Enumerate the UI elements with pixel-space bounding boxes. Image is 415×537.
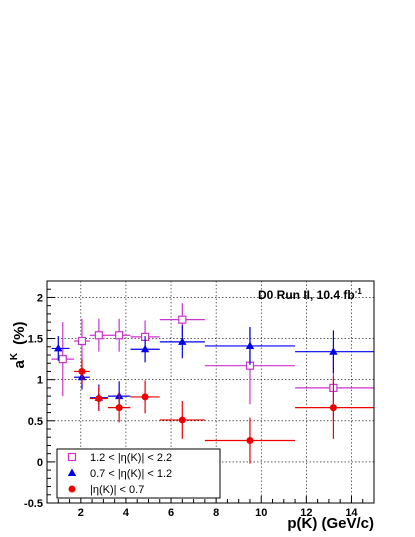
- legend-marker: [67, 452, 77, 462]
- axis-ticks: [47, 288, 375, 504]
- data-point: [178, 337, 187, 345]
- data-point: [54, 343, 63, 352]
- legend-marker: [67, 468, 77, 476]
- legend-entry-1: 1.2 < |η(K)| < 2.2: [67, 452, 172, 464]
- legend-entry-3: |η(K)| < 0.7: [68, 484, 144, 496]
- data-point: [140, 344, 150, 353]
- legend-entries: 1.2 < |η(K)| < 2.2 0.7 < |η(K)| < 1.2 |η(K…: [67, 452, 172, 496]
- x-tick-label: 6: [168, 507, 174, 519]
- legend-label: 0.7 < |η(K)| < 1.2: [90, 468, 172, 480]
- y-tick-label: 1: [37, 375, 43, 387]
- legend-label: 1.2 < |η(K)| < 2.2: [90, 452, 172, 464]
- x-tick-label: 10: [255, 507, 267, 519]
- plot-frame: [46, 280, 375, 504]
- data-point: [178, 315, 187, 324]
- y-tick-label: 0: [37, 457, 43, 469]
- x-tick-label: 12: [300, 507, 312, 519]
- x-tick-label: 8: [213, 507, 219, 519]
- data-point: [77, 336, 87, 346]
- data-point: [115, 404, 123, 412]
- axis-tick-labels: 2 4 6 8 10 12 14 -0.5 0 0.5 1 1.5 2: [24, 292, 358, 519]
- data-point: [329, 404, 337, 412]
- legend-entry-2: 0.7 < |η(K)| < 1.2: [67, 468, 172, 480]
- data-point: [329, 347, 338, 355]
- series-3: [74, 359, 374, 464]
- y-tick-label: -0.5: [24, 498, 43, 510]
- svg-text:aK(%): aK (%): [9, 322, 28, 369]
- annotation-text: D0 Run II, 10.4 fb: [258, 288, 355, 302]
- data-point: [141, 393, 149, 401]
- data-point: [246, 437, 254, 445]
- legend-marker: [68, 485, 76, 493]
- data-point: [178, 416, 186, 424]
- legend-label: |η(K)| < 0.7: [90, 484, 144, 496]
- data-point: [58, 355, 67, 364]
- x-tick-label: 2: [78, 507, 84, 519]
- legend-box: [56, 448, 221, 499]
- x-tick-label: 14: [345, 507, 358, 519]
- y-tick-label: 1.5: [28, 334, 43, 346]
- x-axis-label: p(K) (GeV/c): [287, 515, 374, 532]
- legend: 1.2 < |η(K)| < 2.2 0.7 < |η(K)| < 1.2 |η(K…: [56, 448, 221, 499]
- y-tick-label: 0.5: [28, 416, 43, 428]
- annotation-superscript: -1: [355, 287, 363, 296]
- data-point: [94, 331, 103, 340]
- y-axis-label: aK (%): [9, 322, 28, 369]
- data-point: [95, 395, 103, 403]
- annotation: D0 Run II, 10.4 fb-1: [258, 287, 362, 302]
- x-tick-label: 4: [123, 507, 130, 519]
- data-point: [78, 367, 86, 375]
- series-layer: [51, 303, 374, 464]
- data-point: [245, 341, 255, 349]
- y-axis-label-base: a: [11, 359, 28, 368]
- y-tick-label: 2: [37, 292, 43, 304]
- y-axis-label-superscript: K: [9, 352, 20, 360]
- y-axis-label-unit: (%): [11, 322, 28, 345]
- data-point: [115, 331, 124, 340]
